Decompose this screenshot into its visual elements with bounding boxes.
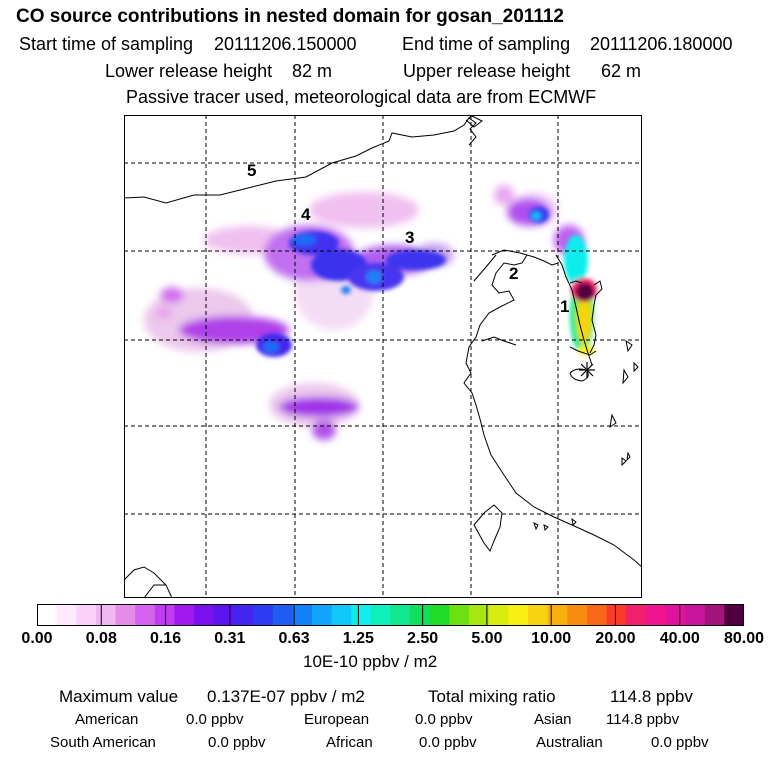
colorbar-cell [56,604,77,626]
colorbar-cell [115,604,136,626]
colorbar-units: 10E-10 ppbv / m2 [303,652,438,671]
region-label-1: 1 [560,297,569,316]
colorbar-cell [567,604,588,626]
colorbar-cell [724,604,744,626]
start-time-label: Start time of sampling [19,34,194,54]
colorbar-cell [213,604,234,626]
colorbar-cell [135,604,156,626]
asian-label: Asian [534,711,572,728]
map-grid [124,115,642,598]
african-label: African [326,734,373,751]
australian-value: 0.0 ppbv [651,734,709,751]
colorbar-cell [449,604,470,626]
max-value-label: Maximum value [59,687,179,706]
source-contribution-map: 1 2 3 4 5 [124,115,642,598]
colorbar-cell [488,604,509,626]
colorbar-tick-label: 0.16 [149,630,182,647]
colorbar-cell [174,604,195,626]
colorbar-tick-label: 0.00 [21,630,53,647]
total-mixing-label: Total mixing ratio [428,687,556,706]
colorbar-tick-label: 5.00 [471,630,503,647]
colorbar-cell [626,604,647,626]
colorbar-tick-label: 0.08 [85,630,117,647]
south-american-value: 0.0 ppbv [208,734,266,751]
colorbar-cell [154,604,175,626]
lower-release-label: Lower release height [105,61,273,81]
colorbar-cell [665,604,686,626]
region-label-3: 3 [405,228,414,247]
colorbar-cell [95,604,117,626]
colorbar-cell [311,604,333,626]
colorbar-cell [429,604,450,626]
australian-label: Australian [536,734,603,751]
upper-release-value: 62 m [601,61,642,81]
map-title: CO source contributions in nested domain… [16,6,564,27]
start-time-value: 20111206.150000 [214,34,357,54]
colorbar-cell [508,604,529,626]
colorbar-tick-label: 40.00 [659,630,700,647]
colorbar-cell [685,604,706,626]
colorbar-cell [253,604,274,626]
end-time-value: 20111206.180000 [590,34,733,54]
colorbar-tick-label: 20.00 [595,630,636,647]
colorbar-tick-label: 1.25 [342,630,374,647]
south-american-label: South American [50,734,156,751]
tracer-note: Passive tracer used, meteorological data… [126,87,597,107]
region-label-5: 5 [247,161,256,180]
colorbar-cell [194,604,215,626]
colorbar-cell [233,604,254,626]
european-label: European [304,711,370,728]
colorbar-cell [410,604,431,626]
colorbar-cell [390,604,411,626]
lower-release-value: 82 m [292,61,333,81]
region-label-2: 2 [509,264,518,283]
colorbar-cell [370,604,391,626]
coastlines [124,115,642,598]
colorbar-tick-label: 0.63 [278,630,310,647]
asian-value: 114.8 ppbv [606,711,680,728]
colorbar-tick-label: 2.50 [407,630,439,647]
colorbar-cell [704,604,725,626]
colorbar-tick-label: 10.00 [531,630,572,647]
upper-release-label: Upper release height [403,61,571,81]
colorbar-cell [331,604,352,626]
max-value: 0.137E-07 ppbv / m2 [207,687,365,706]
co-plume-layer [144,185,584,440]
american-label: American [75,711,139,728]
colorbar-cell [547,604,568,626]
colorbar-cell [76,604,97,626]
end-time-label: End time of sampling [402,34,571,54]
colorbar-cell [292,604,313,626]
european-value: 0.0 ppbv [415,711,473,728]
colorbar-cell [527,604,549,626]
total-mixing-value: 114.8 ppbv [610,687,693,706]
african-value: 0.0 ppbv [419,734,477,751]
colorbar-cell [469,604,490,626]
colorbar-cell [351,604,372,626]
colorbar-cell [586,604,608,626]
colorbar-cell [606,604,627,626]
region-label-4: 4 [301,205,311,224]
asterisk-icon [579,362,595,378]
colorbar [37,604,744,626]
colorbar-cell [272,604,293,626]
colorbar-cell [37,604,58,626]
colorbar-tick-label: 80.00 [723,630,765,647]
colorbar-cell [645,604,666,626]
colorbar-tick-label: 0.31 [214,630,246,647]
american-value: 0.0 ppbv [186,711,244,728]
